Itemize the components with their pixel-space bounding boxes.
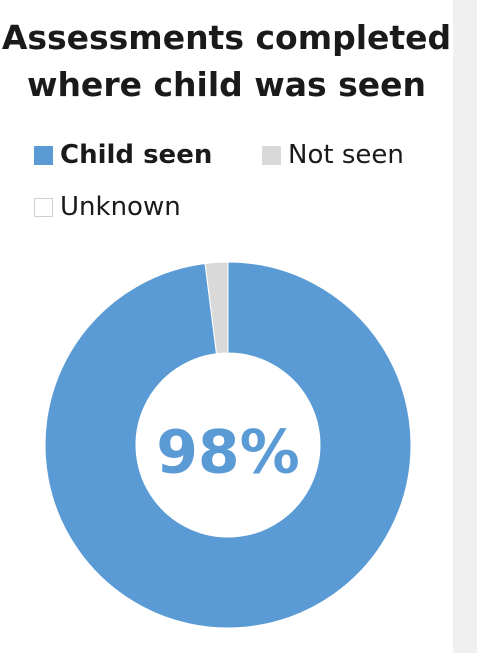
legend-label-child-seen: Child seen: [60, 140, 213, 170]
donut-slices: [44, 261, 412, 629]
legend-item-not-seen: Not seen: [262, 140, 404, 170]
donut-slice-child-seen: [44, 261, 412, 629]
legend-label-not-seen: Not seen: [288, 140, 404, 170]
chart-card: Assessments completed where child was se…: [0, 0, 453, 653]
donut-chart: 98%: [44, 261, 412, 629]
legend-label-unknown: Unknown: [60, 192, 181, 222]
chart-title: Assessments completed where child was se…: [0, 14, 453, 108]
legend-swatch-not-seen: [262, 145, 281, 165]
legend-item-unknown: Unknown: [34, 192, 181, 222]
legend-swatch-child-seen: [34, 145, 53, 165]
chart-title-line-1: Assessments completed: [1, 18, 452, 57]
legend-swatch-unknown: [34, 197, 53, 217]
chart-title-line-2: where child was seen: [26, 65, 427, 104]
donut-slice-not-seen: [204, 261, 229, 355]
legend-item-child-seen: Child seen: [34, 140, 212, 170]
donut-center-label: 98%: [156, 418, 300, 488]
